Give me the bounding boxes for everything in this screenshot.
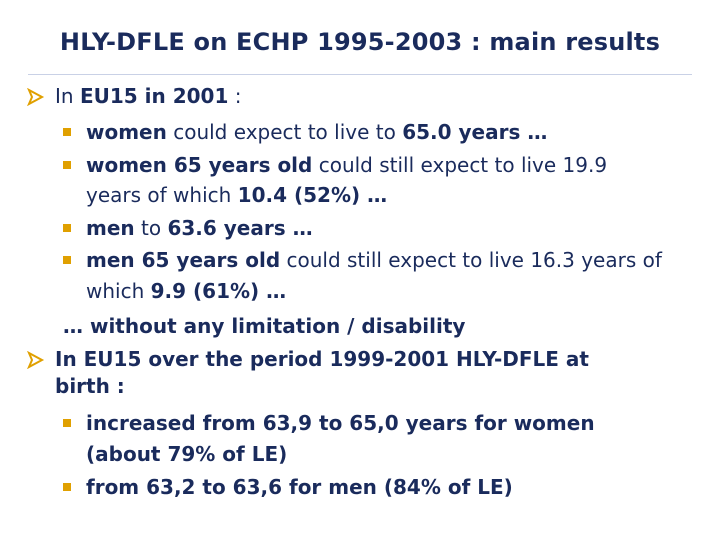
bullet-eu15-period-cont: birth : bbox=[55, 374, 125, 398]
text-segment: could still expect to live 16.3 years of bbox=[280, 248, 662, 272]
text-segment-bold: women bbox=[86, 120, 167, 144]
bullet-eu15-2001: In EU15 in 2001 : bbox=[55, 83, 241, 109]
square-bullet-icon bbox=[63, 419, 71, 427]
square-bullet-icon bbox=[63, 224, 71, 232]
slide-title: HLY-DFLE on ECHP 1995-2003 : main result… bbox=[59, 28, 661, 56]
text-segment-bold: 10.4 (52%) … bbox=[237, 183, 388, 207]
subbullet-increase-women-cont: (about 79% of LE) bbox=[86, 442, 288, 466]
text-segment: which bbox=[86, 279, 151, 303]
limitation-note: … without any limitation / disability bbox=[63, 314, 466, 338]
square-bullet-icon bbox=[63, 161, 71, 169]
text-segment: In bbox=[55, 84, 80, 108]
subbullet-women-65: women 65 years old could still expect to… bbox=[86, 152, 607, 178]
text-segment: could expect to live to bbox=[166, 120, 403, 144]
arrow-bullet-icon bbox=[27, 88, 45, 106]
subbullet-men: men to 63.6 years … bbox=[86, 215, 313, 241]
text-segment: : bbox=[228, 84, 242, 108]
square-bullet-icon bbox=[63, 256, 71, 264]
text-segment-bold: 65.0 years … bbox=[402, 120, 548, 144]
text-segment: years of which bbox=[86, 183, 238, 207]
text-segment-bold: EU15 in 2001 bbox=[79, 84, 229, 108]
arrow-bullet-icon bbox=[27, 351, 45, 369]
subbullet-women: women could expect to live to 65.0 years… bbox=[86, 119, 547, 145]
square-bullet-icon bbox=[63, 128, 71, 136]
text-segment: could still expect to live 19.9 bbox=[312, 153, 608, 177]
bullet-eu15-period: In EU15 over the period 1999-2001 HLY-DF… bbox=[55, 347, 589, 371]
subbullet-men-65: men 65 years old could still expect to l… bbox=[86, 247, 662, 273]
text-segment-bold: men bbox=[86, 216, 135, 240]
text-segment-bold: 63.6 years … bbox=[167, 216, 313, 240]
square-bullet-icon bbox=[63, 483, 71, 491]
subbullet-men-65-cont: which 9.9 (61%) … bbox=[86, 278, 286, 304]
subbullet-women-65-cont: years of which 10.4 (52%) … bbox=[86, 182, 387, 208]
subbullet-increase-men: from 63,2 to 63,6 for men (84% of LE) bbox=[86, 475, 513, 499]
text-segment-bold: women 65 years old bbox=[86, 153, 313, 177]
subbullet-increase-women: increased from 63,9 to 65,0 years for wo… bbox=[86, 411, 595, 435]
title-divider bbox=[28, 74, 692, 75]
text-segment-bold: 9.9 (61%) … bbox=[150, 279, 287, 303]
text-segment-bold: men 65 years old bbox=[86, 248, 281, 272]
text-segment: to bbox=[134, 216, 168, 240]
